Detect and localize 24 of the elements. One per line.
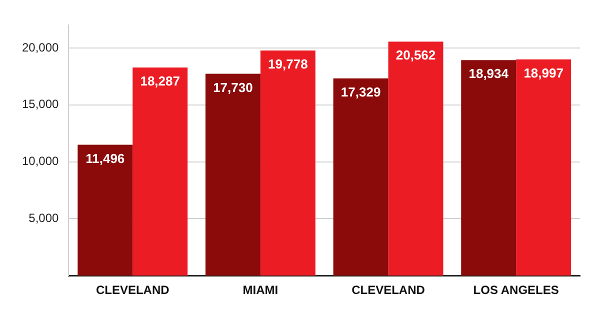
y-tick-label: 5,000 [28, 211, 60, 226]
data-label: 20,562 [396, 48, 436, 63]
data-label: 18,934 [468, 66, 510, 82]
data-label: 18,997 [524, 65, 564, 80]
data-label: 17,730 [213, 80, 253, 95]
bar [333, 78, 388, 276]
x-tick-label: CLEVELAND [96, 283, 170, 298]
bar [260, 50, 316, 276]
data-label: 19,778 [268, 56, 308, 72]
y-tick-label: 15,000 [22, 97, 60, 112]
data-label: 17,329 [340, 84, 381, 100]
bar [516, 59, 572, 276]
bar [461, 60, 516, 276]
x-tick-label: MIAMI [242, 283, 278, 298]
x-tick-label: LOS ANGELES [473, 283, 559, 298]
bar [388, 42, 444, 276]
data-label: 11,496 [86, 150, 125, 166]
y-tick-label: 10,000 [22, 154, 60, 168]
x-tick-label: CLEVELAND [352, 283, 426, 298]
bar [132, 67, 188, 276]
data-label: 18,287 [140, 74, 180, 89]
bar [78, 144, 133, 276]
y-tick-label: 20,000 [22, 40, 60, 54]
bar [205, 74, 260, 276]
